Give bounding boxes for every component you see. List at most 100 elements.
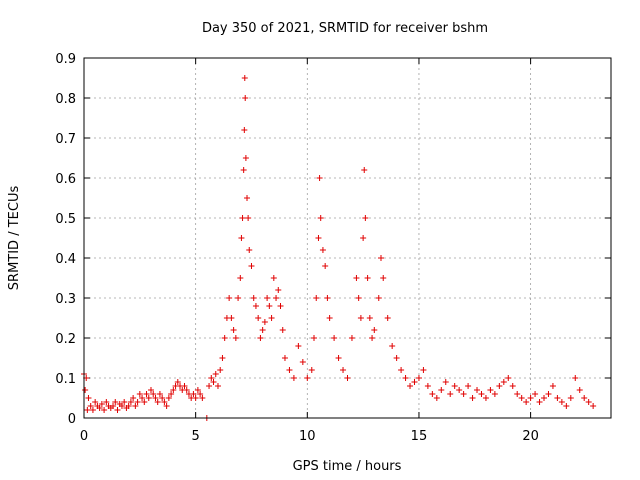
data-point bbox=[221, 335, 228, 341]
x-tick-label: 15 bbox=[411, 429, 428, 444]
data-point bbox=[299, 359, 306, 365]
data-point bbox=[355, 295, 362, 301]
data-point bbox=[232, 335, 239, 341]
data-point bbox=[304, 375, 311, 381]
data-point bbox=[226, 295, 233, 301]
data-point bbox=[147, 387, 154, 393]
data-point bbox=[505, 375, 512, 381]
data-point bbox=[212, 371, 219, 377]
data-point bbox=[576, 387, 583, 393]
data-point bbox=[415, 375, 422, 381]
data-point bbox=[281, 355, 288, 361]
data-point bbox=[139, 395, 146, 401]
y-tick-label: 0.3 bbox=[55, 292, 76, 307]
data-point bbox=[344, 375, 351, 381]
data-point bbox=[456, 387, 463, 393]
y-tick-label: 0 bbox=[68, 412, 76, 427]
data-point bbox=[136, 391, 143, 397]
data-point bbox=[240, 167, 247, 173]
data-point bbox=[275, 287, 282, 293]
data-point bbox=[245, 215, 252, 221]
data-point bbox=[311, 335, 318, 341]
data-point bbox=[101, 407, 108, 413]
data-point bbox=[532, 391, 539, 397]
data-point bbox=[121, 399, 128, 405]
data-point bbox=[277, 303, 284, 309]
data-points bbox=[81, 75, 597, 421]
data-point bbox=[398, 367, 405, 373]
data-point bbox=[377, 255, 384, 261]
data-point bbox=[319, 247, 326, 253]
data-point bbox=[326, 315, 333, 321]
data-point bbox=[360, 235, 367, 241]
data-point bbox=[192, 395, 199, 401]
data-point bbox=[295, 343, 302, 349]
data-point bbox=[110, 403, 117, 409]
y-tick-label: 0.5 bbox=[55, 212, 76, 227]
data-point bbox=[98, 401, 105, 407]
data-point bbox=[87, 403, 94, 409]
data-point bbox=[357, 315, 364, 321]
data-point bbox=[242, 155, 249, 161]
data-point bbox=[219, 355, 226, 361]
data-point bbox=[279, 327, 286, 333]
data-point bbox=[447, 391, 454, 397]
data-point bbox=[590, 403, 597, 409]
data-point bbox=[315, 235, 322, 241]
data-point bbox=[248, 263, 255, 269]
data-point bbox=[549, 383, 556, 389]
data-point bbox=[118, 403, 125, 409]
x-axis-label: GPS time / hours bbox=[293, 459, 402, 474]
data-point bbox=[241, 75, 248, 81]
data-point bbox=[335, 355, 342, 361]
y-tick-label: 0.6 bbox=[55, 172, 76, 187]
data-point bbox=[324, 295, 331, 301]
data-point bbox=[563, 403, 570, 409]
data-point bbox=[134, 399, 141, 405]
data-point bbox=[252, 303, 259, 309]
data-point bbox=[536, 399, 543, 405]
data-point bbox=[317, 215, 324, 221]
data-point bbox=[181, 383, 188, 389]
data-point bbox=[585, 399, 592, 405]
data-point bbox=[238, 235, 245, 241]
data-point bbox=[366, 315, 373, 321]
data-point bbox=[89, 407, 96, 413]
x-tick-label: 20 bbox=[522, 429, 539, 444]
data-point bbox=[500, 379, 507, 385]
y-tick-label: 0.8 bbox=[55, 92, 76, 107]
data-point bbox=[237, 275, 244, 281]
plot-frame bbox=[83, 57, 612, 419]
data-point bbox=[572, 375, 579, 381]
data-point bbox=[150, 391, 157, 397]
data-point bbox=[103, 399, 110, 405]
data-point bbox=[190, 391, 197, 397]
data-point bbox=[259, 327, 266, 333]
data-point bbox=[460, 391, 467, 397]
data-point bbox=[217, 367, 224, 373]
data-point bbox=[214, 383, 221, 389]
data-point bbox=[308, 367, 315, 373]
data-point bbox=[82, 387, 89, 393]
data-point bbox=[230, 327, 237, 333]
data-point bbox=[132, 403, 139, 409]
data-point bbox=[371, 327, 378, 333]
data-point bbox=[411, 379, 418, 385]
chart-title: Day 350 of 2021, SRMTID for receiver bsh… bbox=[202, 21, 488, 36]
data-point bbox=[174, 379, 181, 385]
data-point bbox=[241, 127, 248, 133]
data-point bbox=[442, 379, 449, 385]
data-point bbox=[114, 407, 121, 413]
y-tick-label: 0.2 bbox=[55, 332, 76, 347]
data-point bbox=[389, 343, 396, 349]
data-point bbox=[165, 395, 172, 401]
data-point bbox=[266, 303, 273, 309]
data-point bbox=[261, 319, 268, 325]
data-point bbox=[244, 195, 251, 201]
data-point bbox=[92, 399, 99, 405]
data-point bbox=[235, 295, 242, 301]
data-point bbox=[514, 391, 521, 397]
data-point bbox=[316, 175, 323, 181]
data-point bbox=[361, 167, 368, 173]
y-tick-label: 0.9 bbox=[55, 52, 76, 67]
